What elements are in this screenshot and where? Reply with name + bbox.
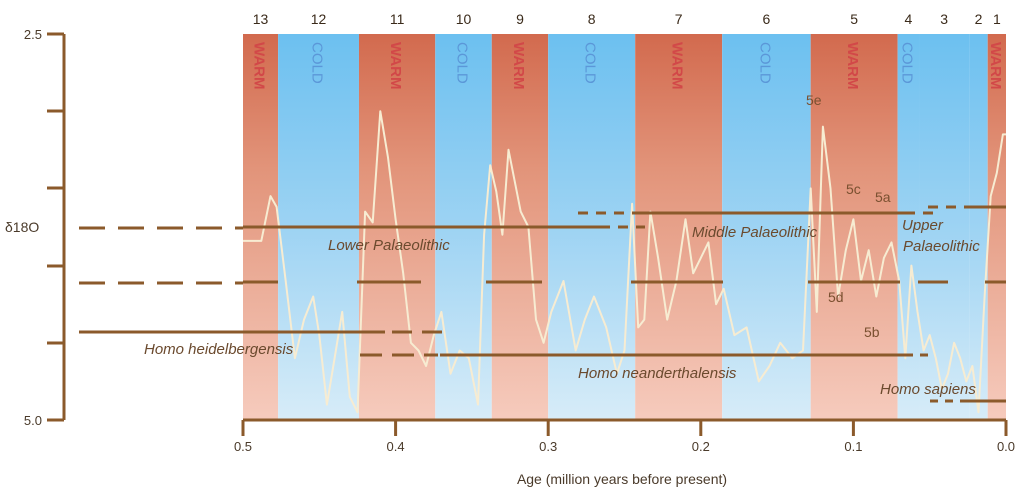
y-axis: 2.5 5.0 δ18O [5,27,66,428]
substage-label-5c: 5c [846,181,861,197]
stage-label: 2 [975,11,983,27]
substage-label-5d: 5d [828,289,844,305]
y-axis-title: δ18O [5,219,39,235]
y-tick-label-bottom: 5.0 [24,413,42,428]
stage-label: 13 [253,11,269,27]
stage-label: 8 [588,11,596,27]
species-label-homo-heidelbergensis: Homo heidelbergensis [144,341,294,358]
cold-label: COLD [756,42,773,84]
substage-label-5e: 5e [806,92,822,108]
substage-label-5b: 5b [864,324,880,340]
stage-label: 10 [456,11,472,27]
y-tick-label-top: 2.5 [24,27,42,42]
culture-label-palaeolithic: Palaeolithic [903,238,980,255]
species-label-homo-sapiens: Homo sapiens [880,381,976,398]
cold-label: COLD [454,42,471,84]
warm-label: WARM [669,42,686,90]
x-axis-title: Age (million years before present) [517,471,727,487]
cold-label: COLD [309,42,326,84]
stage-label: 9 [516,11,524,27]
stage-number-labels: 13 12 11 10 9 8 7 6 5 4 3 2 1 [253,11,1001,27]
warm-label: WARM [987,42,1004,90]
x-tick-label: 0.4 [387,439,405,454]
stage-label: 1 [993,11,1001,27]
stage-label: 6 [763,11,771,27]
x-tick-label: 0.3 [539,439,557,454]
band-cold [969,34,988,420]
culture-label-lower-palaeolithic: Lower Palaeolithic [328,237,450,254]
range-bars [79,205,1006,403]
culture-label-upper: Upper [902,217,944,234]
stage-label: 3 [940,11,948,27]
species-label-homo-neanderthalensis: Homo neanderthalensis [578,365,737,382]
x-tick-group: 0.5 0.4 0.3 0.2 0.1 0.0 [234,420,1015,454]
band-warm [987,34,1006,420]
x-tick-label: 0.2 [692,439,710,454]
stage-label: 4 [904,11,912,27]
x-tick-label: 0.0 [997,439,1015,454]
stage-label: 5 [850,11,858,27]
substage-label-5a: 5a [875,189,891,205]
warm-cold-labels: WARM COLD WARM COLD WARM COLD WARM COLD WARM COLD… [251,42,1004,90]
x-tick-label: 0.1 [844,439,862,454]
warm-label: WARM [510,42,527,90]
culture-labels: Lower Palaeolithic Middle Palaeolithic U… [144,217,980,398]
stage-label: 11 [390,11,405,27]
stage-label: 12 [311,11,327,27]
cold-label: COLD [898,42,915,84]
d18o-curve [243,110,1006,414]
warm-label: WARM [251,42,268,90]
warm-label: WARM [387,42,404,90]
warm-label: WARM [844,42,861,90]
x-axis: 0.5 0.4 0.3 0.2 0.1 0.0 Age (million years be… [234,418,1015,487]
substage-labels: 5e 5c 5a 5d 5b [806,92,891,340]
culture-label-middle-palaeolithic: Middle Palaeolithic [692,224,818,241]
stage-label: 7 [675,11,683,27]
cold-label: COLD [582,42,599,84]
x-tick-label: 0.5 [234,439,252,454]
